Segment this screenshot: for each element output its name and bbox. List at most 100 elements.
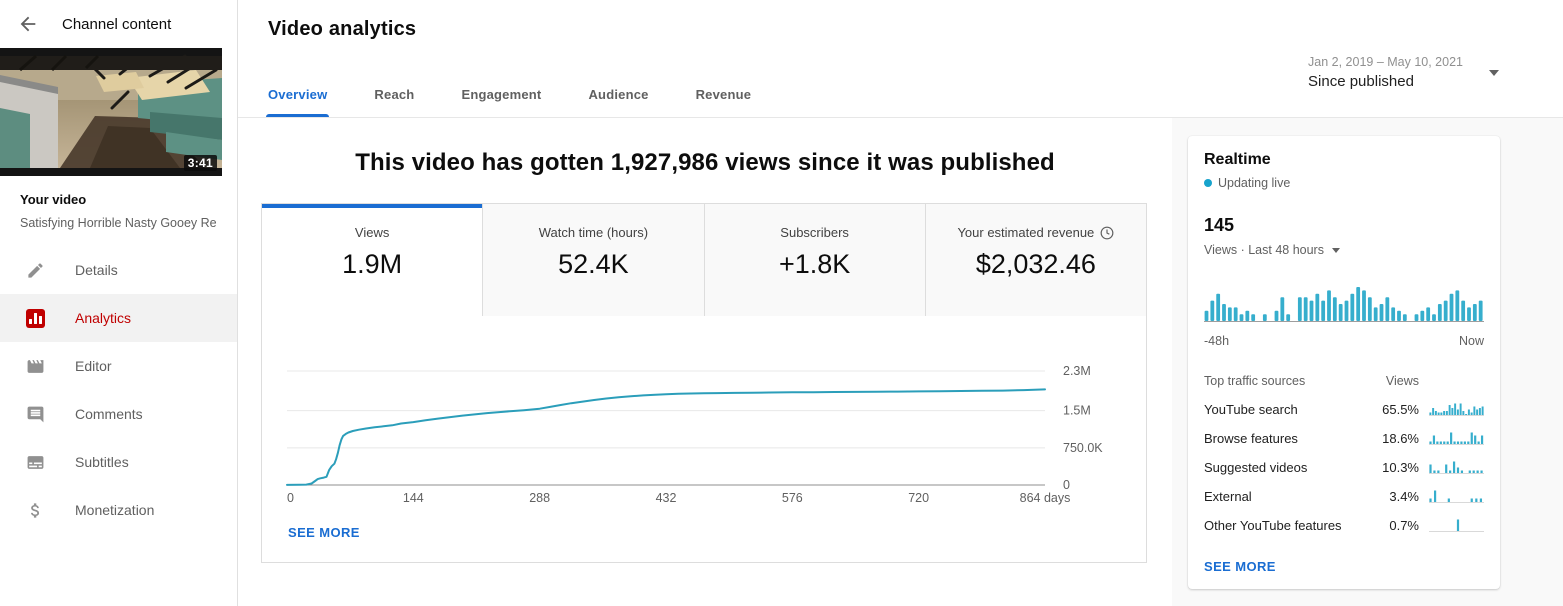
- tab-revenue[interactable]: Revenue: [695, 87, 752, 102]
- traffic-source-label: Browse features: [1204, 430, 1298, 446]
- views-headline: This video has gotten 1,927,986 views si…: [355, 149, 1055, 176]
- realtime-views-caption: Views · Last 48 hours: [1204, 243, 1324, 257]
- tab-reach[interactable]: Reach: [374, 87, 415, 102]
- sidebar-item-editor[interactable]: Editor: [0, 342, 237, 390]
- metrics-chart-card: Views 1.9M Watch time (hours) 52.4K Subs…: [261, 203, 1147, 563]
- sidebar-item-label: Analytics: [75, 310, 132, 326]
- video-duration-badge: 3:41: [183, 155, 217, 171]
- metric-value: +1.8K: [778, 249, 851, 279]
- realtime-bar-chart: -48h Now: [1204, 283, 1484, 348]
- realtime-card: Realtime Updating live 145 Views · Last …: [1188, 136, 1500, 589]
- video-meta: Your video Satisfying Horrible Nasty Goo…: [0, 176, 237, 236]
- updating-live-row: Updating live: [1204, 176, 1484, 190]
- realtime-see-more-link[interactable]: SEE MORE: [1204, 559, 1276, 574]
- page-title: Video analytics: [268, 18, 417, 40]
- sidebar-item-label: Subtitles: [75, 454, 129, 470]
- metric-card-watch-time[interactable]: Watch time (hours) 52.4K: [482, 204, 704, 316]
- date-range-preset: Since published: [1308, 73, 1414, 90]
- metric-card-views[interactable]: Views 1.9M: [262, 204, 483, 316]
- overview-panel: This video has gotten 1,927,986 views si…: [238, 118, 1172, 606]
- metric-card-subscribers[interactable]: Subscribers +1.8K: [703, 204, 925, 316]
- sidebar-item-label: Editor: [75, 358, 112, 374]
- dollar-icon: [25, 500, 45, 520]
- sidebar-item-label: Details: [75, 262, 118, 278]
- back-arrow-icon[interactable]: [16, 12, 40, 36]
- sidebar-title: Channel content: [62, 15, 172, 33]
- realtime-views-count: 145: [1204, 215, 1235, 235]
- realtime-axis-end: Now: [1458, 334, 1484, 348]
- metric-value: 52.4K: [558, 249, 629, 279]
- traffic-source-row: Other YouTube features 0.7%: [1204, 517, 1484, 533]
- traffic-source-label: External: [1204, 488, 1252, 504]
- svg-text:864 days: 864 days: [1020, 491, 1071, 505]
- metric-value: $2,032.46: [975, 249, 1096, 279]
- svg-text:288: 288: [529, 491, 550, 505]
- clock-icon: [1100, 226, 1114, 239]
- chevron-down-icon: [1489, 69, 1499, 76]
- traffic-source-value: 10.3%: [1382, 459, 1419, 475]
- sidebar: Channel content: [0, 0, 238, 606]
- metric-value: 1.9M: [342, 249, 403, 279]
- sidebar-item-monetization[interactable]: Monetization: [0, 486, 237, 534]
- sidebar-header: Channel content: [0, 0, 237, 48]
- traffic-header-views: Views: [1385, 374, 1419, 388]
- analytics-icon: [25, 308, 45, 328]
- metric-tabs: Views 1.9M Watch time (hours) 52.4K Subs…: [262, 204, 1146, 316]
- subtitles-icon: [25, 452, 45, 472]
- sidebar-item-analytics[interactable]: Analytics: [0, 294, 237, 342]
- sidebar-item-label: Comments: [75, 406, 143, 422]
- traffic-sources-header: Top traffic sources Views: [1204, 374, 1484, 388]
- svg-text:720: 720: [908, 491, 929, 505]
- metric-label: Subscribers: [780, 225, 849, 240]
- sidebar-item-label: Monetization: [75, 502, 155, 518]
- video-thumbnail[interactable]: 3:41: [0, 48, 222, 176]
- traffic-source-row: Suggested videos 10.3%: [1204, 459, 1484, 475]
- svg-text:1.5M: 1.5M: [1063, 404, 1091, 418]
- realtime-views-dropdown[interactable]: Views · Last 48 hours: [1204, 243, 1484, 257]
- traffic-source-label: Suggested videos: [1204, 459, 1308, 475]
- analytics-tabs: Overview Reach Engagement Audience Reven…: [265, 77, 752, 117]
- svg-text:432: 432: [656, 491, 677, 505]
- traffic-sparkline: [1429, 490, 1484, 503]
- views-line-chart: 2.3M 1.5M 750.0K 0 0 144 288 432 576 720 864 days: [262, 316, 1146, 512]
- svg-text:576: 576: [782, 491, 803, 505]
- svg-text:750.0K: 750.0K: [1063, 441, 1103, 455]
- traffic-header-source: Top traffic sources: [1204, 374, 1306, 388]
- metric-label: Watch time (hours): [538, 225, 649, 240]
- metric-label: Views: [354, 225, 390, 240]
- video-title: Satisfying Horrible Nasty Gooey Res...: [20, 216, 217, 230]
- right-panel: Realtime Updating live 145 Views · Last …: [1172, 118, 1563, 606]
- traffic-sparkline: [1429, 432, 1484, 445]
- thumbnail-image: [0, 48, 222, 176]
- traffic-source-value: 0.7%: [1389, 517, 1419, 533]
- sidebar-item-details[interactable]: Details: [0, 246, 237, 294]
- metric-label: Your estimated revenue: [957, 225, 1095, 240]
- main-area: Video analytics Overview Reach Engagemen…: [238, 0, 1563, 606]
- svg-text:0: 0: [1063, 478, 1070, 492]
- movie-icon: [25, 356, 45, 376]
- svg-text:144: 144: [403, 491, 424, 505]
- traffic-sparkline: [1429, 403, 1484, 416]
- metric-card-revenue[interactable]: Your estimated revenue $2,032.46: [924, 204, 1146, 316]
- svg-text:2.3M: 2.3M: [1063, 364, 1091, 378]
- traffic-source-row: External 3.4%: [1204, 488, 1484, 504]
- live-dot-icon: [1204, 179, 1212, 187]
- traffic-source-label: Other YouTube features: [1204, 517, 1342, 533]
- date-range-text: Jan 2, 2019 – May 10, 2021: [1308, 55, 1463, 69]
- traffic-sparkline: [1429, 519, 1484, 532]
- sidebar-item-subtitles[interactable]: Subtitles: [0, 438, 237, 486]
- comment-icon: [25, 404, 45, 424]
- realtime-axis-start: -48h: [1204, 334, 1230, 348]
- tab-overview[interactable]: Overview: [265, 77, 330, 117]
- traffic-source-row: Browse features 18.6%: [1204, 430, 1484, 446]
- traffic-source-label: YouTube search: [1204, 401, 1298, 417]
- tab-engagement[interactable]: Engagement: [461, 87, 542, 102]
- tab-audience[interactable]: Audience: [588, 87, 649, 102]
- date-range-picker[interactable]: Jan 2, 2019 – May 10, 2021 Since publish…: [1308, 55, 1499, 90]
- realtime-title: Realtime: [1204, 151, 1271, 168]
- main-header: Video analytics Overview Reach Engagemen…: [238, 0, 1563, 118]
- sidebar-item-comments[interactable]: Comments: [0, 390, 237, 438]
- see-more-link[interactable]: SEE MORE: [288, 525, 360, 540]
- traffic-sparkline: [1429, 461, 1484, 474]
